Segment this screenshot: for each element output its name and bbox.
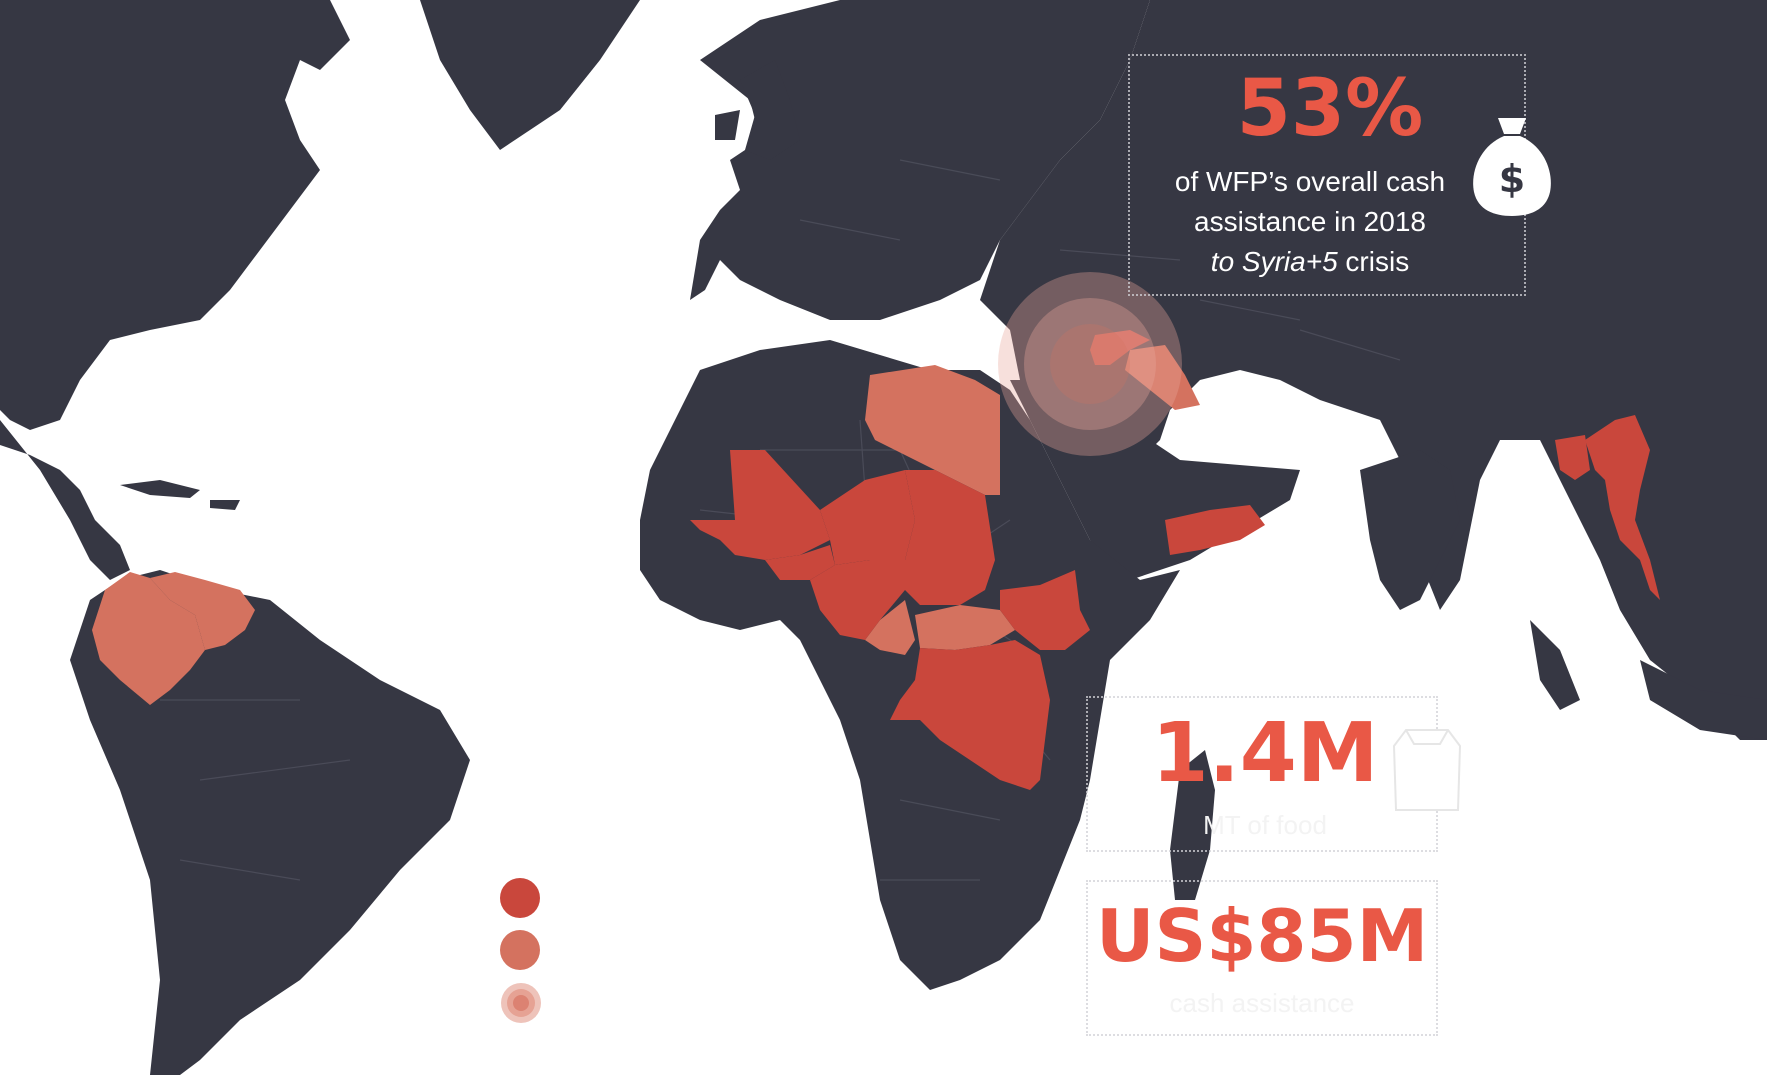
legend-high-dot xyxy=(500,878,540,918)
chad-region[interactable] xyxy=(905,470,995,605)
asia-landmass xyxy=(980,0,1767,740)
madagascar-landmass xyxy=(1170,750,1215,900)
north-america-landmass xyxy=(0,0,350,430)
nigeria-region[interactable] xyxy=(810,560,905,640)
cash-caption: cash assistance xyxy=(1169,988,1355,1018)
dr-congo-region[interactable] xyxy=(890,640,1050,790)
food-value: 1.4M xyxy=(1151,706,1379,801)
svg-text:$: $ xyxy=(1499,157,1525,201)
cash-share-caption-line3: to Syria+5 crisis xyxy=(1150,242,1470,282)
niger-region[interactable] xyxy=(820,470,915,565)
great-britain-landmass xyxy=(715,60,800,160)
money-bag-dollar-icon: $ xyxy=(1473,118,1551,216)
cash-share-value: 53% xyxy=(1236,64,1424,154)
syria-region[interactable] xyxy=(1090,330,1150,365)
legend-medium-dot xyxy=(500,930,540,970)
iraq-region[interactable] xyxy=(1125,345,1200,410)
yemen-region[interactable] xyxy=(1165,505,1265,555)
food-sack-icon xyxy=(1392,729,1462,811)
libya-region[interactable] xyxy=(865,365,1000,495)
mali-region[interactable] xyxy=(690,450,830,560)
bangladesh-region[interactable] xyxy=(1555,435,1590,480)
cash-share-caption-line1: of WFP’s overall cash xyxy=(1174,166,1446,197)
burkina-faso-region[interactable] xyxy=(765,545,835,580)
india-landmass xyxy=(1360,450,1460,610)
crisis-label: crisis xyxy=(1337,246,1410,277)
cash-card xyxy=(1086,880,1438,1036)
south-america-landmass xyxy=(70,570,470,1075)
europe-landmass xyxy=(690,0,1150,320)
central-african-republic-region[interactable] xyxy=(915,605,1015,650)
myanmar-region[interactable] xyxy=(1585,415,1660,600)
southeast-asia-islands xyxy=(1530,620,1767,740)
greenland-landmass xyxy=(420,0,640,150)
food-caption: MT of food xyxy=(1203,810,1327,840)
cameroon-region[interactable] xyxy=(865,600,915,655)
south-sudan-region[interactable] xyxy=(1000,570,1090,650)
colombia-region[interactable] xyxy=(92,572,205,705)
central-america-landmass xyxy=(0,420,130,580)
legend-regional-crisis-dot xyxy=(501,983,541,1023)
venezuela-region[interactable] xyxy=(150,572,255,650)
syria-plus-5-crisis-marker[interactable] xyxy=(998,272,1182,456)
cash-value: US$85M xyxy=(1096,894,1429,978)
cash-share-caption: of WFP’s overall cash assistance in 2018… xyxy=(1150,162,1470,282)
cash-share-caption-line2: assistance in 2018 xyxy=(1194,206,1426,237)
syria-plus-5-label: to Syria+5 xyxy=(1210,246,1338,277)
caribbean-islands xyxy=(120,480,240,510)
